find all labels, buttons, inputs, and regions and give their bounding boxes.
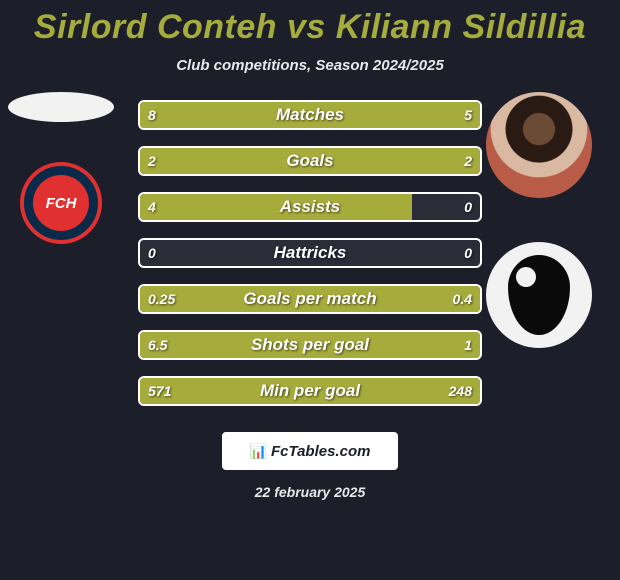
stat-label: Goals per match: [140, 286, 480, 312]
stat-row-matches: 8 Matches 5: [138, 100, 482, 130]
stat-row-hattricks: 0 Hattricks 0: [138, 238, 482, 268]
chart-icon: 📊: [250, 443, 267, 460]
subtitle: Club competitions, Season 2024/2025: [0, 57, 620, 74]
stat-value-right: 1: [464, 332, 472, 358]
source-label: FcTables.com: [271, 443, 370, 460]
stat-row-min-per-goal: 571 Min per goal 248: [138, 376, 482, 406]
stat-row-goals-per-match: 0.25 Goals per match 0.4: [138, 284, 482, 314]
stat-label: Goals: [140, 148, 480, 174]
stat-label: Hattricks: [140, 240, 480, 266]
stat-value-right: 0: [464, 194, 472, 220]
stat-row-assists: 4 Assists 0: [138, 192, 482, 222]
stat-label: Min per goal: [140, 378, 480, 404]
stat-value-right: 5: [464, 102, 472, 128]
player-left-avatar: [8, 92, 114, 122]
page-title: Sirlord Conteh vs Kiliann Sildillia: [0, 0, 620, 47]
date-label: 22 february 2025: [0, 484, 620, 500]
stat-label: Assists: [140, 194, 480, 220]
stat-value-right: 0: [464, 240, 472, 266]
shield-icon: [508, 255, 570, 335]
stat-label: Matches: [140, 102, 480, 128]
stat-value-right: 248: [449, 378, 472, 404]
stat-row-goals: 2 Goals 2: [138, 146, 482, 176]
stat-row-shots-per-goal: 6.5 Shots per goal 1: [138, 330, 482, 360]
stat-bars: 8 Matches 5 2 Goals 2 4 Assists 0 0 Hatt…: [138, 100, 482, 422]
player-left-club-badge: FCH: [20, 162, 102, 244]
comparison-panel: FCH 8 Matches 5 2 Goals 2 4 Assists 0: [0, 92, 620, 522]
stat-value-right: 2: [464, 148, 472, 174]
club-badge-text: FCH: [33, 175, 89, 231]
player-right-club-badge: [486, 242, 592, 348]
stat-label: Shots per goal: [140, 332, 480, 358]
stat-value-right: 0.4: [453, 286, 472, 312]
player-right-avatar: [486, 92, 592, 198]
source-badge[interactable]: 📊 FcTables.com: [222, 432, 398, 470]
